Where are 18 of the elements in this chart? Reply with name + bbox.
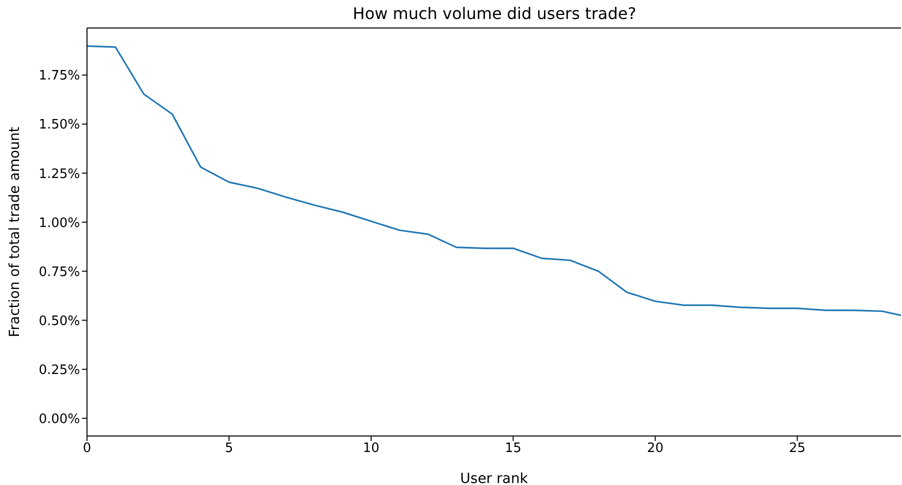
y-axis-title: Fraction of total trade amount — [6, 126, 23, 338]
chart-title: How much volume did users trade? — [352, 4, 638, 23]
x-tick-label: 0 — [82, 441, 92, 456]
line-series — [87, 45, 901, 316]
x-axis-title: User rank — [460, 471, 529, 485]
x-tick-label: 20 — [646, 441, 664, 456]
x-tick-label: 5 — [224, 441, 234, 456]
y-tick-label: 1.75% — [38, 68, 80, 84]
y-tick-label: 1.25% — [38, 166, 80, 182]
x-tick-label: 15 — [504, 441, 522, 456]
y-tick-label: 0.00% — [38, 412, 80, 427]
y-tick-label: 0.50% — [38, 314, 80, 329]
y-tick-label: 0.25% — [38, 362, 80, 378]
y-tick-label: 1.50% — [38, 118, 80, 133]
x-tick-label: 25 — [789, 441, 806, 456]
x-tick-label: 10 — [362, 441, 380, 456]
y-tick-label: 0.75% — [38, 264, 80, 280]
y-tick-label: 1.00% — [38, 216, 80, 231]
